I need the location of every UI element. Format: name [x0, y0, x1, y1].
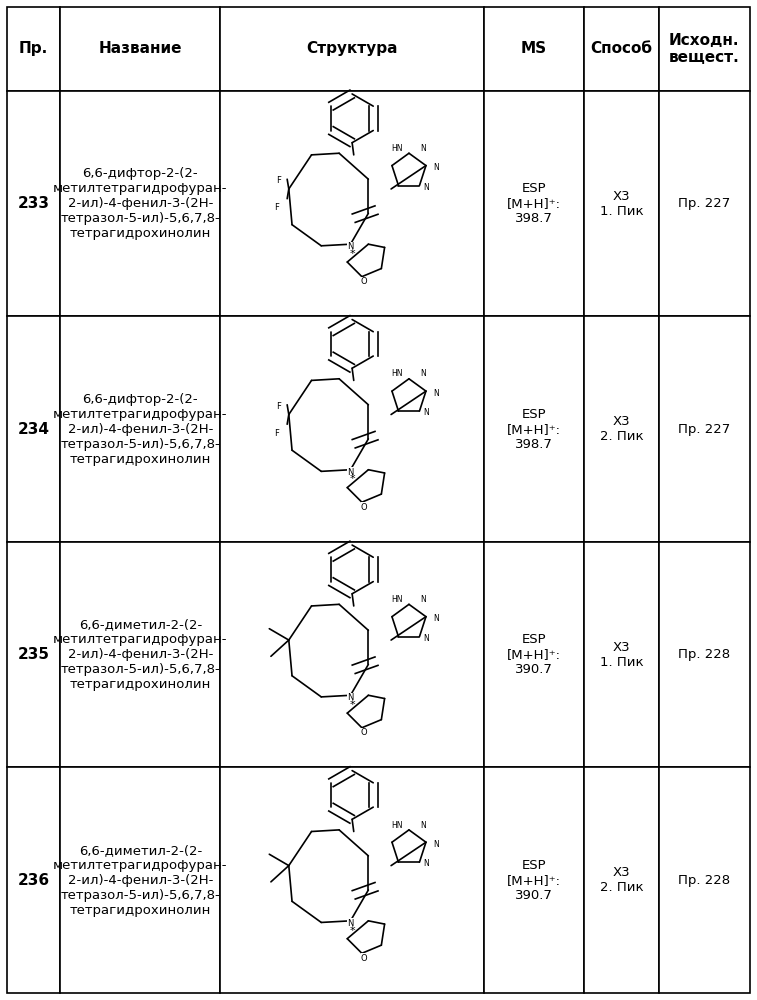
Text: 6,6-дифтор-2-(2-
метилтетрагидрофуран-
2-ил)-4-фенил-3-(2Н-
тетразол-5-ил)-5,6,7: 6,6-дифтор-2-(2- метилтетрагидрофуран- 2…	[53, 393, 228, 466]
Text: ESP
[M+H]⁺:
398.7: ESP [M+H]⁺: 398.7	[507, 408, 561, 451]
Text: Структура: Структура	[307, 41, 398, 56]
Text: HN: HN	[391, 595, 403, 604]
Bar	[7, 542, 61, 767]
Bar	[659, 542, 750, 767]
Bar	[220, 91, 484, 316]
Text: Пр. 228: Пр. 228	[678, 648, 731, 661]
Text: 6,6-диметил-2-(2-
метилтетрагидрофуран-
2-ил)-4-фенил-3-(2Н-
тетразол-5-ил)-5,6,: 6,6-диметил-2-(2- метилтетрагидрофуран- …	[53, 618, 228, 691]
Text: ESP
[M+H]⁺:
398.7: ESP [M+H]⁺: 398.7	[507, 182, 561, 225]
Bar	[659, 91, 750, 316]
Text: N: N	[347, 242, 354, 251]
Bar	[484, 767, 584, 993]
Bar	[484, 91, 584, 316]
Text: 6,6-диметил-2-(2-
метилтетрагидрофуран-
2-ил)-4-фенил-3-(2Н-
тетразол-5-ил)-5,6,: 6,6-диметил-2-(2- метилтетрагидрофуран- …	[53, 844, 228, 917]
Text: *: *	[349, 249, 355, 259]
Text: ESP
[M+H]⁺:
390.7: ESP [M+H]⁺: 390.7	[507, 859, 561, 902]
Text: Х3
2. Пик: Х3 2. Пик	[600, 415, 643, 443]
Bar	[484, 7, 584, 91]
Text: F: F	[276, 402, 281, 411]
Bar	[584, 7, 659, 91]
Text: O: O	[361, 277, 368, 286]
Text: Исходн.
вещест.: Исходн. вещест.	[669, 33, 740, 65]
Bar	[61, 7, 220, 91]
Text: Пр. 227: Пр. 227	[678, 197, 731, 210]
Text: O: O	[361, 503, 368, 512]
Text: N: N	[422, 408, 428, 417]
Text: N: N	[422, 634, 428, 643]
Text: N: N	[420, 369, 426, 378]
Bar	[584, 542, 659, 767]
Text: O: O	[361, 728, 368, 737]
Text: Х3
1. Пик: Х3 1. Пик	[600, 190, 643, 218]
Text: N: N	[347, 919, 354, 928]
Text: 6,6-дифтор-2-(2-
метилтетрагидрофуран-
2-ил)-4-фенил-3-(2Н-
тетразол-5-ил)-5,6,7: 6,6-дифтор-2-(2- метилтетрагидрофуран- 2…	[53, 167, 228, 240]
Bar	[220, 542, 484, 767]
Bar	[61, 91, 220, 316]
Text: N: N	[433, 163, 439, 172]
Text: MS: MS	[521, 41, 547, 56]
Text: 233: 233	[17, 196, 50, 211]
Text: O: O	[361, 954, 368, 963]
Bar	[584, 767, 659, 993]
Text: Пр. 227: Пр. 227	[678, 423, 731, 436]
Bar	[659, 767, 750, 993]
Text: Название: Название	[98, 41, 182, 56]
Text: F: F	[274, 203, 279, 212]
Bar	[220, 7, 484, 91]
Text: N: N	[422, 859, 428, 868]
Text: Пр. 228: Пр. 228	[678, 874, 731, 887]
Text: HN: HN	[391, 144, 403, 153]
Text: N: N	[347, 693, 354, 702]
Bar	[659, 316, 750, 542]
Bar	[7, 767, 61, 993]
Text: N: N	[433, 840, 439, 849]
Text: N: N	[347, 468, 354, 477]
Bar	[61, 542, 220, 767]
Text: N: N	[433, 389, 439, 398]
Text: N: N	[420, 821, 426, 830]
Bar	[7, 91, 61, 316]
Text: N: N	[420, 595, 426, 604]
Bar	[220, 767, 484, 993]
Text: *: *	[349, 474, 355, 484]
Bar	[484, 542, 584, 767]
Bar	[61, 316, 220, 542]
Text: ESP
[M+H]⁺:
390.7: ESP [M+H]⁺: 390.7	[507, 633, 561, 676]
Text: Х3
1. Пик: Х3 1. Пик	[600, 641, 643, 669]
Text: 236: 236	[17, 873, 50, 888]
Text: 235: 235	[17, 647, 50, 662]
Text: N: N	[433, 614, 439, 623]
Bar	[61, 767, 220, 993]
Bar	[659, 7, 750, 91]
Text: *: *	[349, 926, 355, 936]
Text: F: F	[274, 429, 279, 438]
Text: Способ: Способ	[590, 41, 653, 56]
Text: N: N	[420, 144, 426, 153]
Bar	[220, 316, 484, 542]
Text: Пр.: Пр.	[19, 41, 48, 56]
Bar	[7, 7, 61, 91]
Bar	[584, 316, 659, 542]
Text: *: *	[349, 700, 355, 710]
Bar	[584, 91, 659, 316]
Text: 234: 234	[17, 422, 50, 437]
Text: HN: HN	[391, 369, 403, 378]
Text: N: N	[422, 183, 428, 192]
Text: HN: HN	[391, 821, 403, 830]
Bar	[7, 316, 61, 542]
Bar	[484, 316, 584, 542]
Text: Х3
2. Пик: Х3 2. Пик	[600, 866, 643, 894]
Text: F: F	[276, 176, 281, 185]
